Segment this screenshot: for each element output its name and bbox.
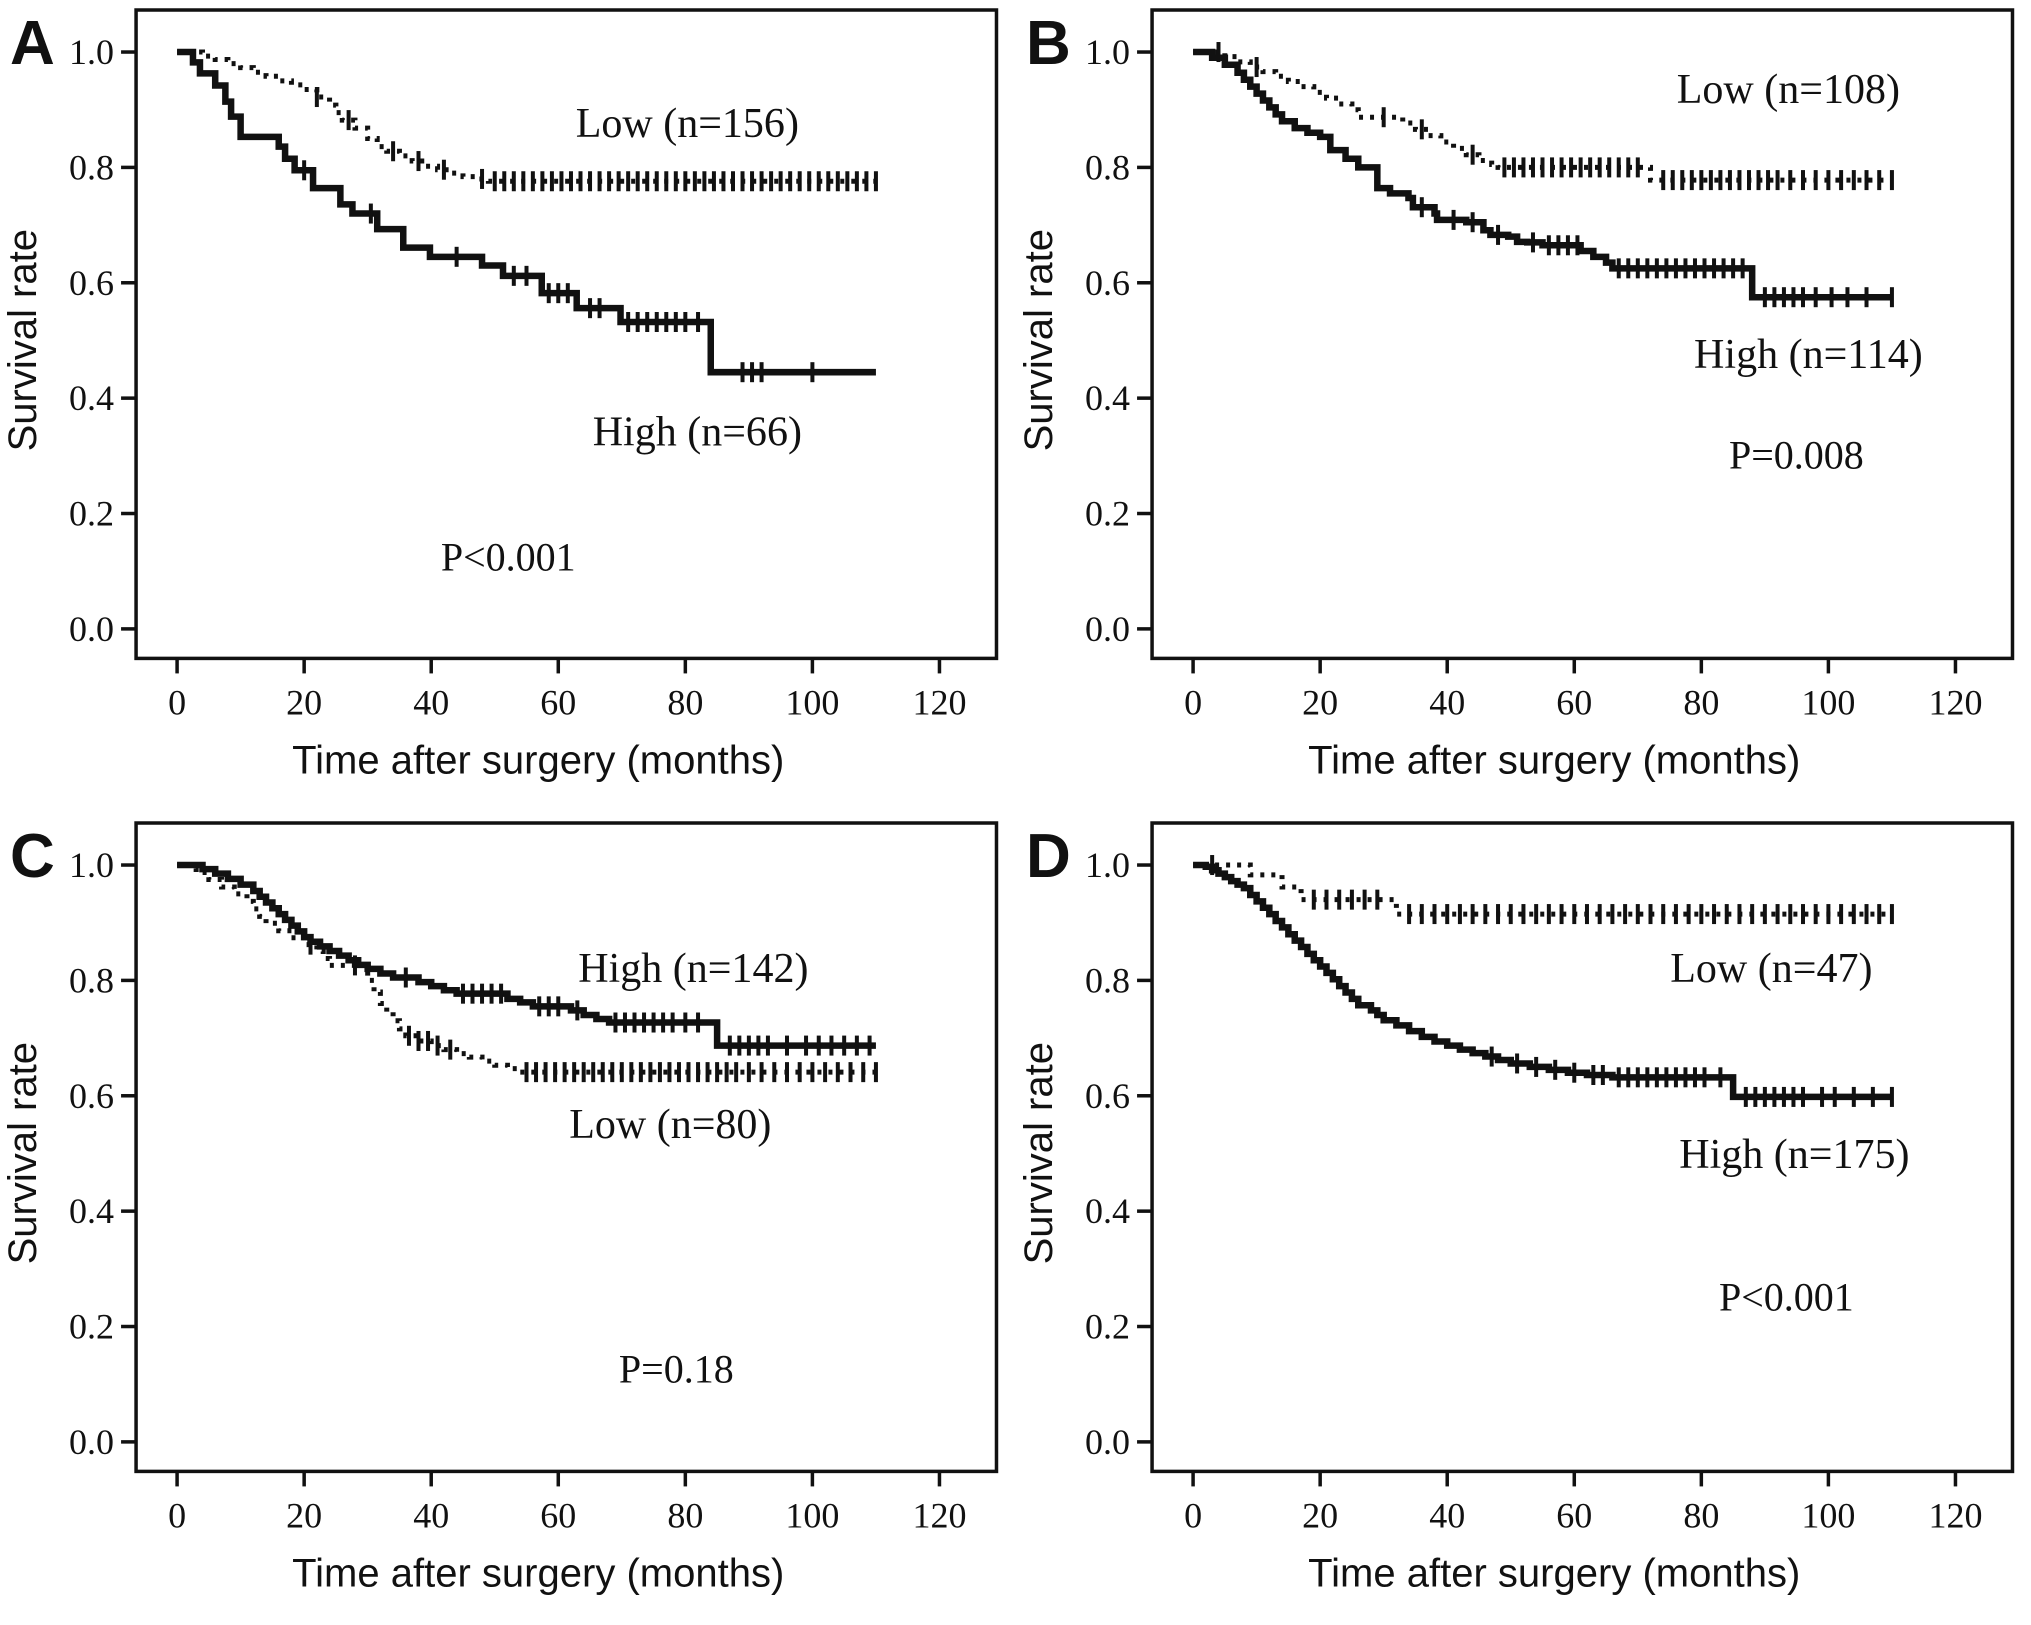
x-tick-label: 60: [540, 1495, 576, 1535]
y-tick-label: 1.0: [69, 845, 114, 885]
x-axis-title: Time after surgery (months): [292, 738, 784, 782]
y-tick-label: 0.0: [1085, 609, 1130, 649]
x-tick-label: 40: [1429, 1495, 1465, 1535]
censor-ticks-low: [314, 87, 878, 192]
x-tick-label: 120: [1928, 682, 1982, 722]
y-tick-label: 0.4: [69, 1191, 114, 1231]
x-tick-label: 120: [912, 1495, 966, 1535]
y-tick-label: 0.4: [1085, 1191, 1130, 1231]
panel-c-survival-chart: 1.0 0.8 0.6 0.4 0.2 0.0 0 20 40 60 80 100 120 Time af…: [1, 820, 999, 1595]
x-tick-label: 40: [413, 1495, 449, 1535]
y-tick-label: 0.2: [1085, 494, 1130, 534]
x-axis-title: Time after surgery (months): [1308, 1551, 1800, 1595]
p-value-label: P=0.18: [619, 1346, 734, 1391]
panel-b-survival-chart: 1.0 0.8 0.6 0.4 0.2 0.0 0 20 40 60 80 100 120 Time af…: [1017, 8, 2014, 782]
x-tick-label: 0: [168, 1495, 186, 1535]
censor-ticks-high: [1489, 1046, 1894, 1107]
plot-frame: [1149, 820, 2014, 1473]
censor-ticks-low: [1209, 854, 1894, 924]
x-tick-label: 20: [286, 682, 322, 722]
y-tick-label: 0.0: [69, 1421, 114, 1461]
censor-ticks-high: [1419, 197, 1894, 308]
panel-d-survival-chart: 1.0 0.8 0.6 0.4 0.2 0.0 0 20 40 60 80 100 120 Time af…: [1017, 820, 2014, 1595]
y-tick-label: 0.6: [1085, 1075, 1130, 1115]
y-axis-title: Survival rate: [1, 229, 45, 451]
x-tick-label: 40: [1429, 682, 1465, 722]
censor-ticks-low: [1215, 42, 1894, 191]
p-value-label: P<0.001: [441, 534, 576, 579]
x-tick-label: 120: [1928, 1495, 1982, 1535]
panel-letter: C: [10, 822, 55, 891]
y-tick-label: 0.8: [1085, 960, 1130, 1000]
y-tick-label: 1.0: [69, 32, 114, 72]
panel-letter: B: [1026, 9, 1071, 78]
survival-curve-high: [1192, 48, 1892, 301]
curve-label-low: Low (n=80): [569, 1102, 771, 1148]
x-axis-title: Time after surgery (months): [292, 1551, 784, 1595]
curve-label-high: High (n=175): [1679, 1132, 1909, 1178]
x-tick-label: 0: [1184, 682, 1202, 722]
curve-label-low: Low (n=156): [576, 101, 799, 147]
x-axis-title: Time after surgery (months): [1308, 738, 1800, 782]
curve-label-high: High (n=142): [578, 946, 808, 992]
curve-label-low: Low (n=108): [1676, 67, 1899, 113]
censor-ticks-high: [403, 967, 872, 1056]
y-axis-title: Survival rate: [1017, 1041, 1061, 1263]
x-tick-label: 80: [1683, 1495, 1719, 1535]
curve-label-low: Low (n=47): [1670, 946, 1872, 992]
x-tick-label: 100: [1801, 682, 1855, 722]
y-tick-label: 0.6: [69, 1075, 114, 1115]
survival-curve-high: [177, 861, 876, 1049]
y-tick-label: 0.2: [1085, 1306, 1130, 1346]
x-tick-label: 60: [1556, 1495, 1592, 1535]
y-axis-title: Survival rate: [1017, 229, 1061, 451]
y-tick-label: 0.8: [69, 960, 114, 1000]
panel-a-survival-chart: 1.0 0.8 0.6 0.4 0.2 0.0 0 20 40 60 80 100 120 Time af…: [1, 8, 999, 782]
curve-label-high: High (n=114): [1694, 332, 1923, 378]
y-tick-label: 0.8: [69, 147, 114, 187]
x-tick-label: 20: [286, 1495, 322, 1535]
x-tick-label: 100: [1801, 1495, 1855, 1535]
curve-label-high: High (n=66): [593, 409, 802, 455]
y-tick-label: 0.4: [1085, 378, 1130, 418]
x-tick-label: 80: [667, 1495, 703, 1535]
x-tick-label: 20: [1302, 1495, 1338, 1535]
y-tick-label: 0.6: [69, 263, 114, 303]
y-tick-label: 0.0: [69, 609, 114, 649]
censor-ticks-high: [302, 160, 815, 383]
p-value-label: P=0.008: [1728, 432, 1863, 477]
plot-frame: [134, 820, 999, 1473]
x-tick-label: 80: [667, 682, 703, 722]
survival-curve-low: [177, 862, 876, 1075]
x-tick-label: 100: [785, 1495, 839, 1535]
y-tick-label: 0.6: [1085, 263, 1130, 303]
x-tick-label: 0: [168, 682, 186, 722]
p-value-label: P<0.001: [1718, 1274, 1853, 1319]
x-tick-label: 20: [1302, 682, 1338, 722]
x-tick-label: 60: [540, 682, 576, 722]
panel-letter: D: [1026, 822, 1071, 891]
y-tick-label: 0.2: [69, 1306, 114, 1346]
y-tick-label: 0.4: [69, 378, 114, 418]
x-tick-label: 40: [413, 682, 449, 722]
survival-curve-low: [1192, 862, 1892, 917]
y-axis-title: Survival rate: [1, 1041, 45, 1263]
x-tick-label: 0: [1184, 1495, 1202, 1535]
censor-ticks-low: [308, 934, 878, 1082]
y-tick-label: 0.2: [69, 494, 114, 534]
x-tick-label: 80: [1683, 682, 1719, 722]
y-tick-label: 0.8: [1085, 147, 1130, 187]
survival-curve-high: [177, 48, 876, 376]
panel-letter: A: [10, 9, 55, 78]
x-tick-label: 120: [912, 682, 966, 722]
plot-frame: [134, 8, 999, 661]
survival-curve-high: [1192, 861, 1892, 1100]
y-tick-label: 1.0: [1085, 32, 1130, 72]
plot-frame: [1149, 8, 2014, 661]
y-tick-label: 0.0: [1085, 1421, 1130, 1461]
y-tick-label: 1.0: [1085, 845, 1130, 885]
x-tick-label: 100: [785, 682, 839, 722]
x-tick-label: 60: [1556, 682, 1592, 722]
